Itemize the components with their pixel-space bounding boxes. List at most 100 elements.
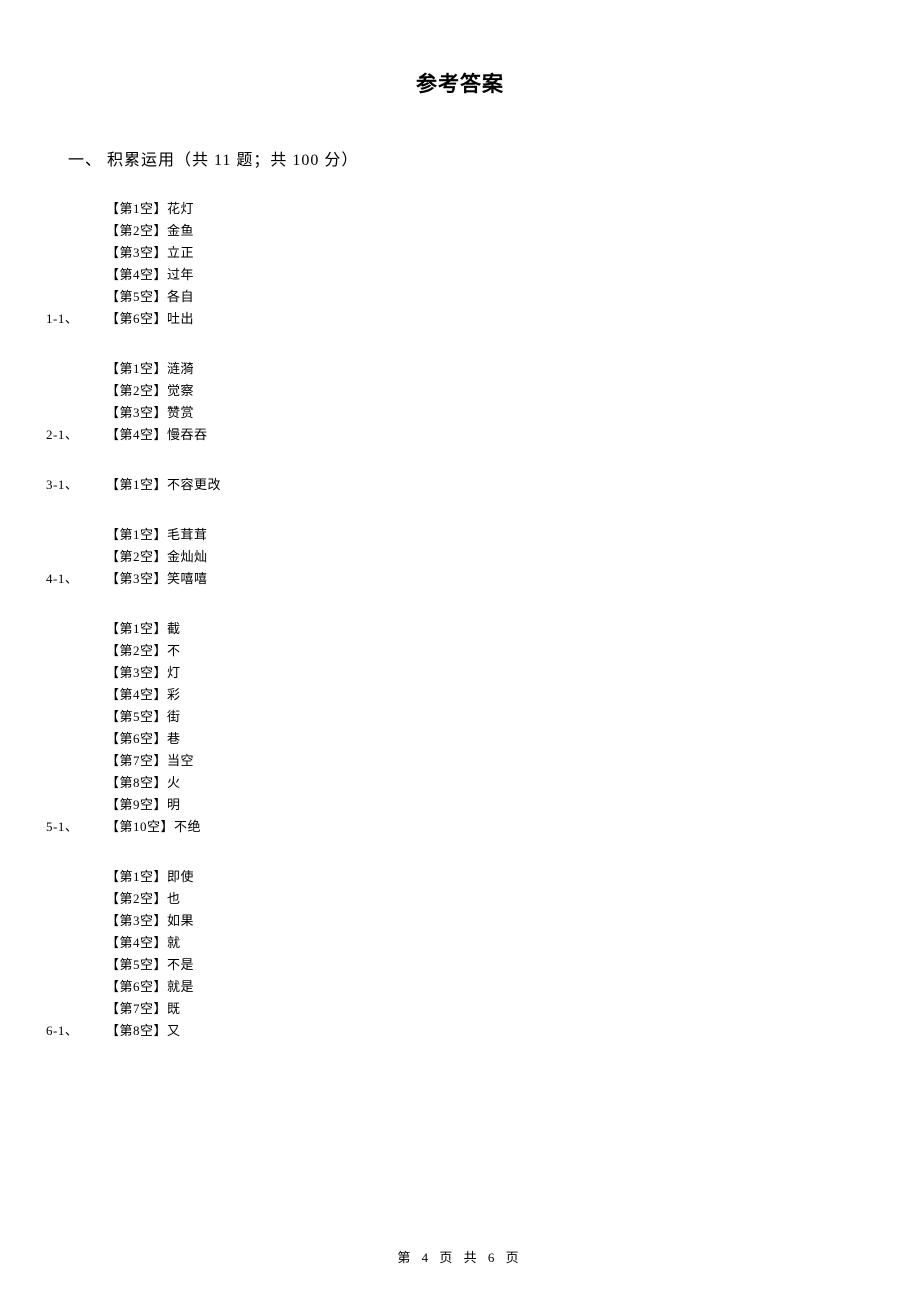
answer-block: 4-1、【第1空】毛茸茸【第2空】金灿灿【第3空】笑嘻嘻 [68, 524, 852, 590]
answer-line: 【第7空】既 [106, 998, 852, 1020]
answer-line: 【第2空】金鱼 [106, 220, 852, 242]
question-label: 1-1、 [46, 308, 78, 330]
answer-slot-label: 【第1空】 [106, 527, 167, 542]
answer-line: 【第4空】慢吞吞 [106, 424, 852, 446]
answer-line: 【第1空】截 [106, 618, 852, 640]
answer-value: 火 [167, 775, 181, 790]
answer-slot-label: 【第1空】 [106, 621, 167, 636]
answer-line: 【第6空】吐出 [106, 308, 852, 330]
answer-value: 不是 [167, 957, 194, 972]
answer-value: 就是 [167, 979, 194, 994]
answer-slot-label: 【第4空】 [106, 935, 167, 950]
answer-line: 【第1空】毛茸茸 [106, 524, 852, 546]
answer-slot-label: 【第5空】 [106, 289, 167, 304]
answer-value: 也 [167, 891, 181, 906]
answer-value: 当空 [167, 753, 194, 768]
answer-slot-label: 【第8空】 [106, 775, 167, 790]
answer-line: 【第5空】街 [106, 706, 852, 728]
answer-line: 【第3空】灯 [106, 662, 852, 684]
answer-value: 毛茸茸 [167, 527, 208, 542]
answer-line: 【第1空】涟漪 [106, 358, 852, 380]
page-container: 参考答案 一、 积累运用（共 11 题；共 100 分） 1-1、【第1空】花灯… [0, 0, 920, 1302]
answer-line: 【第2空】不 [106, 640, 852, 662]
answer-slot-label: 【第10空】 [106, 819, 174, 834]
answer-line: 【第7空】当空 [106, 750, 852, 772]
answer-slot-label: 【第2空】 [106, 891, 167, 906]
answer-line: 【第5空】不是 [106, 954, 852, 976]
answer-value: 金鱼 [167, 223, 194, 238]
question-label: 3-1、 [46, 474, 78, 496]
answer-slot-label: 【第3空】 [106, 245, 167, 260]
answer-value: 立正 [167, 245, 194, 260]
answer-value: 不绝 [174, 819, 201, 834]
answer-slot-label: 【第9空】 [106, 797, 167, 812]
answer-value: 就 [167, 935, 181, 950]
answer-block: 6-1、【第1空】即使【第2空】也【第3空】如果【第4空】就【第5空】不是【第6… [68, 866, 852, 1042]
answer-lines: 【第1空】涟漪【第2空】觉察【第3空】赞赏【第4空】慢吞吞 [68, 358, 852, 446]
answer-line: 【第10空】不绝 [106, 816, 852, 838]
answer-line: 【第3空】如果 [106, 910, 852, 932]
answer-line: 【第9空】明 [106, 794, 852, 816]
answer-slot-label: 【第1空】 [106, 869, 167, 884]
answer-slot-label: 【第1空】 [106, 477, 167, 492]
answer-value: 觉察 [167, 383, 194, 398]
answer-line: 【第3空】赞赏 [106, 402, 852, 424]
page-title: 参考答案 [68, 68, 852, 98]
answers-root: 1-1、【第1空】花灯【第2空】金鱼【第3空】立正【第4空】过年【第5空】各自【… [68, 198, 852, 1042]
question-label: 2-1、 [46, 424, 78, 446]
answer-line: 【第4空】彩 [106, 684, 852, 706]
answer-value: 涟漪 [167, 361, 194, 376]
answer-slot-label: 【第2空】 [106, 383, 167, 398]
answer-slot-label: 【第4空】 [106, 427, 167, 442]
question-label: 5-1、 [46, 816, 78, 838]
answer-line: 【第3空】立正 [106, 242, 852, 264]
page-footer: 第 4 页 共 6 页 [0, 1247, 920, 1266]
answer-slot-label: 【第2空】 [106, 643, 167, 658]
answer-slot-label: 【第3空】 [106, 665, 167, 680]
answer-slot-label: 【第5空】 [106, 957, 167, 972]
answer-value: 金灿灿 [167, 549, 208, 564]
answer-slot-label: 【第3空】 [106, 571, 167, 586]
answer-line: 【第8空】火 [106, 772, 852, 794]
answer-line: 【第3空】笑嘻嘻 [106, 568, 852, 590]
answer-slot-label: 【第1空】 [106, 361, 167, 376]
answer-lines: 【第1空】毛茸茸【第2空】金灿灿【第3空】笑嘻嘻 [68, 524, 852, 590]
answer-value: 明 [167, 797, 181, 812]
answer-line: 【第2空】金灿灿 [106, 546, 852, 568]
answer-line: 【第1空】不容更改 [106, 474, 852, 496]
answer-line: 【第2空】也 [106, 888, 852, 910]
answer-block: 2-1、【第1空】涟漪【第2空】觉察【第3空】赞赏【第4空】慢吞吞 [68, 358, 852, 446]
answer-slot-label: 【第6空】 [106, 311, 167, 326]
section-heading: 一、 积累运用（共 11 题；共 100 分） [68, 146, 852, 170]
answer-slot-label: 【第7空】 [106, 753, 167, 768]
answer-line: 【第1空】花灯 [106, 198, 852, 220]
answer-slot-label: 【第1空】 [106, 201, 167, 216]
answer-slot-label: 【第4空】 [106, 687, 167, 702]
answer-value: 慢吞吞 [167, 427, 208, 442]
answer-slot-label: 【第3空】 [106, 913, 167, 928]
answer-slot-label: 【第4空】 [106, 267, 167, 282]
answer-value: 截 [167, 621, 181, 636]
answer-line: 【第2空】觉察 [106, 380, 852, 402]
answer-slot-label: 【第8空】 [106, 1023, 167, 1038]
answer-value: 各自 [167, 289, 194, 304]
answer-slot-label: 【第6空】 [106, 731, 167, 746]
question-label: 4-1、 [46, 568, 78, 590]
answer-line: 【第4空】过年 [106, 264, 852, 286]
answer-line: 【第5空】各自 [106, 286, 852, 308]
answer-value: 彩 [167, 687, 181, 702]
answer-value: 街 [167, 709, 181, 724]
question-label: 6-1、 [46, 1020, 78, 1042]
answer-slot-label: 【第2空】 [106, 549, 167, 564]
answer-block: 1-1、【第1空】花灯【第2空】金鱼【第3空】立正【第4空】过年【第5空】各自【… [68, 198, 852, 330]
answer-slot-label: 【第3空】 [106, 405, 167, 420]
answer-slot-label: 【第2空】 [106, 223, 167, 238]
answer-value: 不容更改 [167, 477, 221, 492]
answer-value: 过年 [167, 267, 194, 282]
answer-value: 吐出 [167, 311, 194, 326]
answer-value: 花灯 [167, 201, 194, 216]
answer-block: 5-1、【第1空】截【第2空】不【第3空】灯【第4空】彩【第5空】街【第6空】巷… [68, 618, 852, 838]
answer-value: 即使 [167, 869, 194, 884]
answer-value: 灯 [167, 665, 181, 680]
answer-value: 巷 [167, 731, 181, 746]
